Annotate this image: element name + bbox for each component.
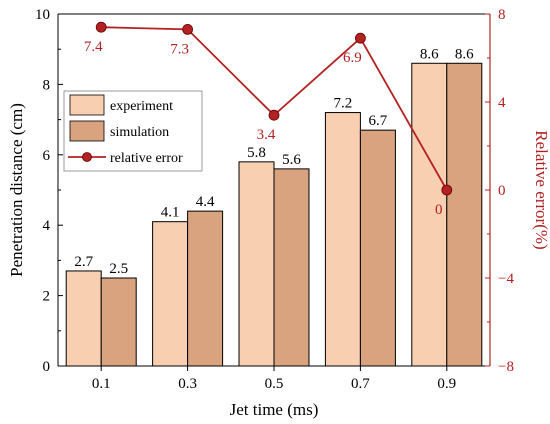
bar-simulation-0.9 <box>446 62 483 367</box>
bar-simulation-0.1 <box>100 277 137 367</box>
x-axis-title: Jet time (ms) <box>230 400 319 419</box>
x-tick-label-0.1: 0.1 <box>92 376 111 392</box>
bar-experiment-0.7 <box>324 112 361 367</box>
bar-label-simulation-0.7: 6.7 <box>369 113 388 129</box>
bar-experiment-0.9 <box>411 62 448 367</box>
point-error-0.1 <box>95 21 107 33</box>
legend-label-relative-error: relative error <box>110 151 183 166</box>
y2-tick-label-8: 8 <box>498 7 506 23</box>
y2-tick-label-0: 0 <box>498 183 506 199</box>
point-label-error-0.3: 7.3 <box>170 41 189 57</box>
bar-simulation-0.5 <box>273 168 310 367</box>
point-label-error-0.9: 0 <box>435 202 443 218</box>
x-tick-label-0.3: 0.3 <box>178 376 197 392</box>
bar-simulation-0.3 <box>187 210 224 367</box>
point-error-0.5 <box>268 109 280 121</box>
y2-tick-label--8: −8 <box>498 359 514 375</box>
point-label-error-0.7: 6.9 <box>343 50 362 66</box>
point-label-error-0.5: 3.4 <box>257 127 276 143</box>
y-tick-label-0: 0 <box>43 359 51 375</box>
point-label-error-0.1: 7.4 <box>84 39 103 55</box>
x-tick-label-0.5: 0.5 <box>265 376 284 392</box>
bar-label-experiment-0.5: 5.8 <box>247 145 266 161</box>
bar-label-experiment-0.7: 7.2 <box>334 96 353 112</box>
bar-label-experiment-0.3: 4.1 <box>161 205 180 221</box>
bar-label-experiment-0.9: 8.6 <box>420 46 439 62</box>
bar-label-experiment-0.1: 2.7 <box>74 254 93 270</box>
x-tick-label-0.7: 0.7 <box>351 376 370 392</box>
legend-swatch-marker <box>82 152 92 162</box>
bar-experiment-0.1 <box>65 270 102 367</box>
legend-swatch-experiment <box>69 94 105 116</box>
x-tick-label-0.9: 0.9 <box>437 376 456 392</box>
bar-label-simulation-0.9: 8.6 <box>455 46 474 62</box>
point-error-0.3 <box>182 23 194 35</box>
legend-label-simulation: simulation <box>110 125 169 140</box>
y-tick-label-4: 4 <box>43 218 51 234</box>
point-error-0.7 <box>354 32 366 44</box>
y-axis-title: Penetration distance (cm) <box>7 103 26 277</box>
bar-experiment-0.3 <box>152 221 189 367</box>
bar-experiment-0.5 <box>238 161 275 367</box>
legend-swatch-simulation <box>69 120 105 142</box>
legend-label-experiment: experiment <box>110 99 173 114</box>
point-error-0.9 <box>441 184 453 196</box>
bar-label-simulation-0.5: 5.6 <box>282 152 301 168</box>
bar-simulation-0.7 <box>359 129 396 367</box>
y2-tick-label--4: −4 <box>498 271 514 287</box>
y-tick-label-8: 8 <box>43 77 51 93</box>
y2-axis-title: Relative error(%) <box>532 130 550 249</box>
y-tick-label-2: 2 <box>43 289 51 305</box>
y2-tick-label-4: 4 <box>498 95 506 111</box>
bar-label-simulation-0.1: 2.5 <box>109 261 128 277</box>
y-tick-label-6: 6 <box>43 148 51 164</box>
bar-label-simulation-0.3: 4.4 <box>196 194 215 210</box>
y-tick-label-10: 10 <box>35 7 50 23</box>
